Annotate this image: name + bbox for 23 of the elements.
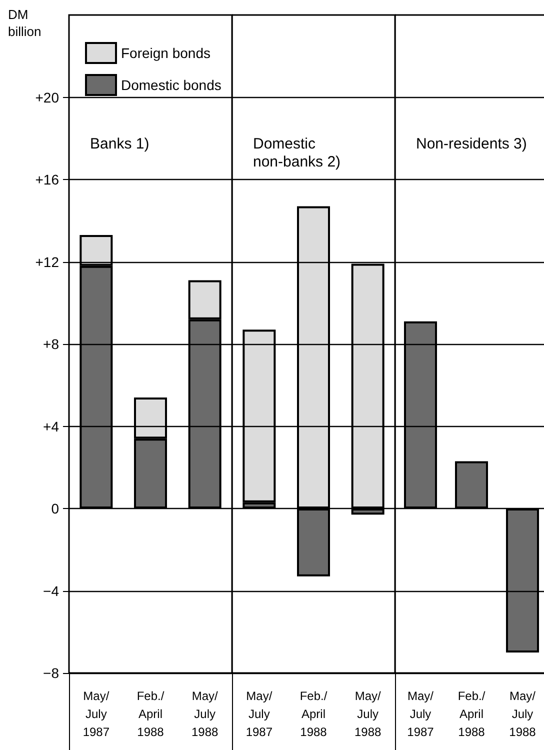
legend-label: Domestic bonds (121, 77, 222, 93)
y-tick-label: +8 (43, 336, 60, 352)
y-tick-label: +4 (43, 418, 60, 434)
x-tick-label: Feb./ April 1988 (458, 689, 486, 739)
legend-label: Foreign bonds (121, 45, 211, 61)
y-tick-label: −8 (43, 665, 60, 681)
x-tick-label: May/ July 1987 (246, 689, 273, 739)
text: Domestic non-banks 2) (253, 136, 341, 170)
x-tick-label: May/ July 1988 (354, 689, 382, 739)
y-tick-label: 0 (51, 500, 60, 516)
x-tick-label: May/ July 1988 (509, 689, 536, 739)
y-axis-title: DM billion (8, 7, 42, 39)
x-tick-label: May/ July 1988 (191, 689, 219, 739)
y-tick-label: +20 (35, 89, 60, 106)
y-tick-label: −4 (43, 582, 60, 599)
x-tick-label: Feb./ April 1988 (136, 689, 165, 739)
x-tick-label: May/ July 1987 (82, 689, 110, 739)
text: Non-residents 3) (416, 136, 527, 152)
y-tick-label: +16 (35, 172, 60, 188)
y-tick-label: +12 (35, 254, 60, 270)
x-tick-label: Feb./ April 1988 (300, 689, 328, 739)
text: Banks 1) (90, 136, 150, 152)
x-tick-label: May/ July 1987 (407, 689, 434, 739)
